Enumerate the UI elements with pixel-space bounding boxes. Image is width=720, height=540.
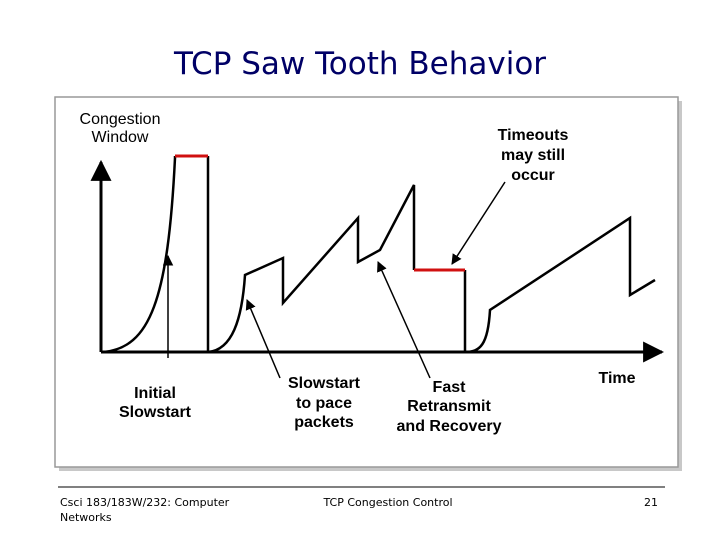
footer-left: Networks — [60, 511, 112, 524]
page-number: 21 — [644, 496, 658, 509]
pointer — [377, 261, 431, 379]
window-curve — [102, 156, 656, 354]
axis-label: Congestion — [80, 111, 161, 128]
annotation: Fast — [433, 379, 467, 396]
annotation: Timeouts — [498, 127, 569, 144]
pointer — [245, 299, 281, 379]
axis-label: Window — [92, 129, 149, 146]
annotation: Initial — [134, 385, 176, 402]
footer-center: TCP Congestion Control — [322, 496, 452, 509]
footer-left: Csci 183/183W/232: Computer — [60, 496, 230, 509]
annotation: Slowstart — [119, 404, 192, 421]
annotation: Slowstart — [288, 375, 361, 392]
annotation: to pace — [296, 395, 352, 412]
axis-label: Time — [598, 370, 635, 387]
annotation: occur — [511, 167, 555, 184]
annotation: packets — [294, 414, 354, 431]
annotation: may still — [501, 147, 565, 164]
panel — [54, 96, 679, 468]
annotation: Retransmit — [407, 398, 491, 415]
title: TCP Saw Tooth Behavior — [173, 46, 546, 82]
annotation: and Recovery — [397, 418, 502, 435]
pointer — [451, 181, 506, 265]
